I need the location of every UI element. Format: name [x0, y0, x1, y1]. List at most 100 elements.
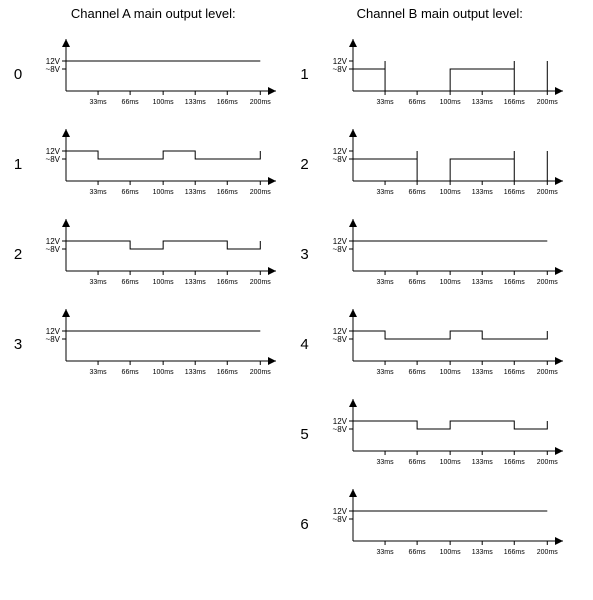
y-axis-arrow-icon [349, 489, 357, 497]
x-tick-label: 166ms [217, 189, 239, 196]
waveform-line [353, 241, 547, 271]
x-tick-label: 100ms [439, 549, 461, 556]
x-tick-label: 133ms [185, 189, 207, 196]
x-axis-arrow-icon [555, 447, 563, 455]
y-axis-arrow-icon [62, 129, 70, 137]
waveform-line [66, 61, 260, 91]
x-tick-label: 133ms [471, 459, 493, 466]
x-tick-label: 66ms [122, 189, 140, 196]
x-tick-label: 66ms [122, 279, 140, 286]
chart-index-label: 3 [10, 336, 30, 353]
y-tick-label: ~8V [46, 155, 61, 164]
x-tick-label: 66ms [122, 99, 140, 106]
y-tick-label: ~8V [332, 155, 347, 164]
x-axis-arrow-icon [555, 537, 563, 545]
x-tick-label: 166ms [217, 279, 239, 286]
waveform-line [66, 241, 260, 271]
waveform-chart: 12V~8V33ms66ms100ms133ms166ms200ms [317, 31, 567, 117]
y-tick-label: ~8V [332, 515, 347, 524]
x-tick-label: 133ms [185, 99, 207, 106]
waveform-line [353, 331, 547, 361]
column-b-title: Channel B main output level: [297, 6, 584, 21]
chart-row: 512V~8V33ms66ms100ms133ms166ms200ms [297, 391, 584, 477]
y-axis-arrow-icon [62, 309, 70, 317]
y-tick-label: ~8V [332, 245, 347, 254]
x-tick-label: 166ms [503, 549, 525, 556]
column-b: Channel B main output level: 112V~8V33ms… [297, 6, 584, 571]
x-tick-label: 66ms [408, 99, 426, 106]
x-tick-label: 133ms [185, 369, 207, 376]
x-tick-label: 66ms [408, 189, 426, 196]
x-tick-label: 166ms [217, 369, 239, 376]
chart-row: 412V~8V33ms66ms100ms133ms166ms200ms [297, 301, 584, 387]
y-tick-label: ~8V [46, 65, 61, 74]
x-tick-label: 66ms [122, 369, 140, 376]
x-tick-label: 33ms [376, 279, 394, 286]
chart-index-label: 5 [297, 426, 317, 443]
x-tick-label: 100ms [439, 99, 461, 106]
y-tick-label: ~8V [46, 245, 61, 254]
chart-index-label: 2 [10, 246, 30, 263]
x-axis-arrow-icon [268, 357, 276, 365]
x-tick-label: 33ms [376, 549, 394, 556]
chart-row: 012V~8V33ms66ms100ms133ms166ms200ms [10, 31, 297, 117]
x-tick-label: 33ms [89, 279, 107, 286]
x-tick-label: 33ms [89, 189, 107, 196]
x-tick-label: 133ms [471, 279, 493, 286]
x-tick-label: 133ms [471, 549, 493, 556]
x-axis-arrow-icon [555, 267, 563, 275]
chart-index-label: 6 [297, 516, 317, 533]
x-tick-label: 200ms [250, 189, 272, 196]
x-tick-label: 33ms [376, 459, 394, 466]
x-tick-label: 166ms [503, 369, 525, 376]
chart-row: 212V~8V33ms66ms100ms133ms166ms200ms [10, 211, 297, 297]
x-axis-arrow-icon [268, 177, 276, 185]
x-tick-label: 100ms [439, 369, 461, 376]
x-tick-label: 100ms [153, 189, 175, 196]
waveform-line [66, 151, 260, 181]
columns-container: Channel A main output level: 012V~8V33ms… [0, 0, 593, 571]
x-tick-label: 166ms [217, 99, 239, 106]
column-a: Channel A main output level: 012V~8V33ms… [10, 6, 297, 571]
chart-row: 312V~8V33ms66ms100ms133ms166ms200ms [297, 211, 584, 297]
x-tick-label: 66ms [408, 459, 426, 466]
waveform-chart: 12V~8V33ms66ms100ms133ms166ms200ms [317, 211, 567, 297]
x-tick-label: 200ms [536, 549, 558, 556]
x-tick-label: 100ms [439, 279, 461, 286]
waveform-line [66, 331, 260, 361]
waveform-chart: 12V~8V33ms66ms100ms133ms166ms200ms [317, 301, 567, 387]
waveform-chart: 12V~8V33ms66ms100ms133ms166ms200ms [30, 121, 280, 207]
x-tick-label: 100ms [439, 459, 461, 466]
x-tick-label: 100ms [439, 189, 461, 196]
x-tick-label: 33ms [376, 189, 394, 196]
x-tick-label: 200ms [536, 459, 558, 466]
chart-row: 112V~8V33ms66ms100ms133ms166ms200ms [297, 31, 584, 117]
x-tick-label: 133ms [471, 99, 493, 106]
chart-row: 212V~8V33ms66ms100ms133ms166ms200ms [297, 121, 584, 207]
x-axis-arrow-icon [268, 87, 276, 95]
x-tick-label: 166ms [503, 99, 525, 106]
waveform-chart: 12V~8V33ms66ms100ms133ms166ms200ms [30, 301, 280, 387]
waveform-chart: 12V~8V33ms66ms100ms133ms166ms200ms [30, 211, 280, 297]
x-tick-label: 33ms [89, 99, 107, 106]
chart-index-label: 1 [10, 156, 30, 173]
x-tick-label: 200ms [536, 369, 558, 376]
waveform-line [353, 421, 547, 451]
waveform-line [353, 511, 547, 541]
waveform-line [353, 61, 547, 91]
y-axis-arrow-icon [349, 219, 357, 227]
x-tick-label: 66ms [408, 279, 426, 286]
x-tick-label: 166ms [503, 459, 525, 466]
chart-row: 112V~8V33ms66ms100ms133ms166ms200ms [10, 121, 297, 207]
chart-row: 612V~8V33ms66ms100ms133ms166ms200ms [297, 481, 584, 567]
chart-index-label: 0 [10, 66, 30, 83]
y-axis-arrow-icon [62, 39, 70, 47]
x-tick-label: 166ms [503, 189, 525, 196]
x-axis-arrow-icon [555, 87, 563, 95]
chart-index-label: 2 [297, 156, 317, 173]
x-tick-label: 133ms [471, 189, 493, 196]
y-axis-arrow-icon [349, 39, 357, 47]
x-tick-label: 133ms [185, 279, 207, 286]
x-tick-label: 33ms [89, 369, 107, 376]
waveform-line [353, 151, 547, 181]
